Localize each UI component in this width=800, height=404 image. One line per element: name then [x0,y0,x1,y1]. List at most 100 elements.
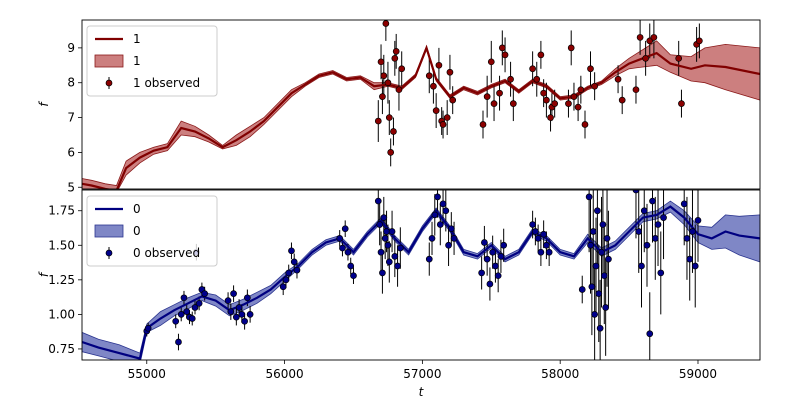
bottom-observed-point [241,317,248,325]
bottom-observed-point [534,235,542,242]
bottom-observed-point [691,262,699,270]
bottom-observed-point [589,228,597,235]
top-observed-point [614,75,622,83]
bottom-legend-label: 0 observed [133,246,200,260]
bottom-observed-point [396,244,404,252]
top-ytick-label: 8 [67,76,75,90]
bottom-legend-box [86,195,218,267]
bottom-observed-point [391,252,399,260]
bottom-observed-point [537,248,545,256]
bottom-ylabel: f [37,271,51,277]
bottom-observed-point [486,280,494,288]
bottom-observed-point [494,272,502,280]
top-observed-point [529,65,536,73]
bottom-observed-point [595,290,603,298]
bottom-observed-point [230,290,237,298]
bottom-observed-point [660,214,667,221]
bottom-observed-point [336,235,344,242]
top-panel: 5 6 7 8 9 f 1 1 1 observed [37,19,761,194]
top-legend-label: 1 observed [133,76,200,90]
bottom-observed-point [478,269,485,277]
bottom-observed-point [686,255,694,263]
bottom-observed-point [599,221,607,228]
bottom-observed-point [638,262,645,270]
top-plot-area [82,20,760,189]
bottom-ytick-label: 1.75 [48,204,75,218]
top-observed-point [642,54,649,62]
bottom-observed-point [481,239,488,246]
bottom-observed-point [545,248,553,256]
bottom-observed-point [175,338,182,346]
bottom-observed-point [290,258,298,266]
top-observed-point [379,93,386,101]
bottom-observed-point [588,283,596,291]
top-observed-point [675,54,683,62]
bottom-observed-point [201,290,208,298]
bottom-observed-point [288,247,295,255]
top-ytick-label: 7 [67,111,75,125]
bottom-observed-point [380,214,388,221]
bottom-observed-point [439,200,447,208]
top-observed-point [392,48,400,55]
top-observed-point [509,100,517,107]
bottom-observed-point [592,262,600,270]
top-ytick-label: 9 [67,41,75,55]
top-observed-point [587,65,594,73]
top-legend-band-swatch [94,54,124,68]
top-observed-point [551,100,559,107]
bottom-observed-point [224,297,232,304]
bottom-legend-band-swatch [94,224,124,238]
bottom-observed-point [532,228,539,235]
bottom-ytick-label: 1.25 [48,273,75,287]
bottom-observed-point [587,241,594,249]
bottom-xtick-label: 55000 [128,367,166,381]
bottom-observed-point [442,207,450,215]
bottom-observed-point [191,304,199,311]
bottom-observed-point [540,230,547,238]
bottom-observed-point [293,266,301,274]
bottom-observed-point [394,262,401,270]
bottom-observed-point [195,299,203,307]
bottom-observed-point [500,241,508,249]
bottom-plot-area [82,190,760,360]
bottom-observed-point [384,241,392,249]
top-observed-point [581,121,589,128]
bottom-observed-point [388,228,396,235]
bottom-observed-point [246,311,254,318]
bottom-observed-point [603,235,611,242]
bottom-observed-point [445,241,452,249]
bottom-observed-point [376,221,384,228]
top-observed-point [650,34,658,41]
top-observed-point [678,100,685,107]
bottom-observed-point [144,324,152,332]
top-observed-point [390,128,397,135]
top-observed-point [565,100,572,107]
top-observed-point [591,82,598,90]
bottom-observed-point [285,269,293,277]
top-legend: 1 1 1 observed [86,25,218,97]
bottom-xlabel: t [419,385,425,399]
top-observed-point [377,58,385,66]
bottom-observed-point [596,324,604,332]
bottom-observed-point [492,262,499,270]
top-observed-point [490,100,498,107]
bottom-panel: 0.75 1.00 1.25 1.50 1.75 55000 56000 57000 58000… [37,189,761,399]
bottom-observed-point [654,221,662,228]
bottom-observed-point [350,272,357,280]
bottom-observed-point [425,255,433,263]
bottom-observed-point [339,244,346,252]
bottom-observed-point [282,276,290,284]
top-legend-point-swatch [105,79,113,87]
top-observed-point [384,79,392,87]
top-legend-label: 1 [133,32,141,46]
bottom-observed-point [635,228,643,235]
top-observed-point [547,114,554,121]
top-observed-point [446,68,454,76]
bottom-xtick-label: 58000 [541,367,579,381]
bottom-observed-point [602,304,610,311]
bottom-observed-point [434,193,441,201]
bottom-observed-point [385,258,393,266]
top-observed-point [483,93,491,101]
bottom-observed-point [598,248,605,256]
